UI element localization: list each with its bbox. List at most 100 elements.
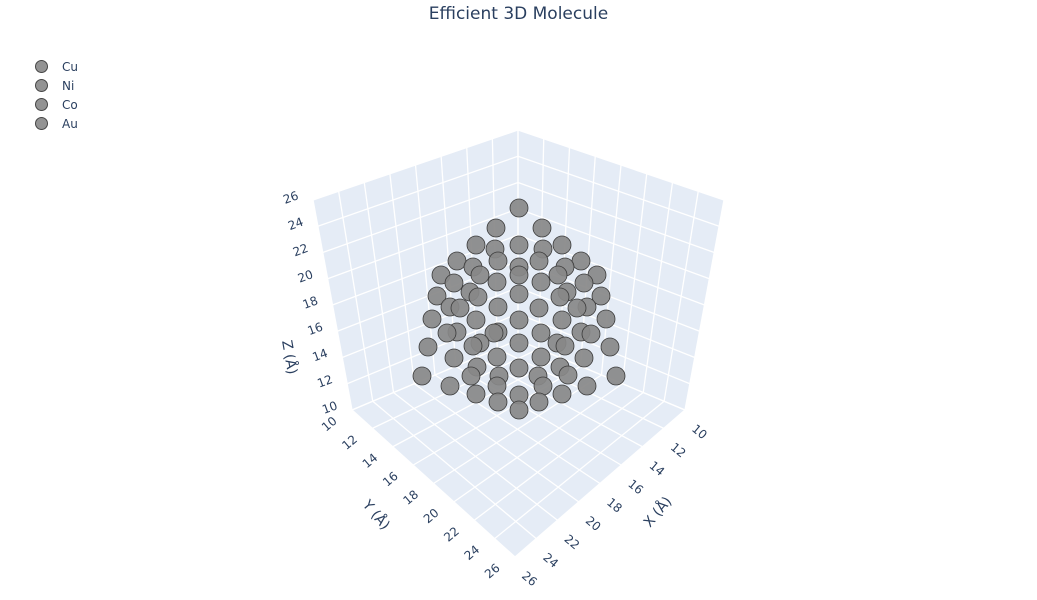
atom-marker bbox=[437, 323, 457, 343]
x-axis-title: X (Å) bbox=[640, 493, 675, 530]
y-tick-label: 14 bbox=[360, 451, 381, 472]
atom-marker bbox=[548, 265, 568, 285]
atom-marker bbox=[531, 272, 551, 292]
z-tick-label: 24 bbox=[286, 215, 305, 233]
atom-marker bbox=[418, 337, 438, 357]
y-tick-label: 16 bbox=[380, 469, 401, 490]
atom-markers bbox=[412, 198, 626, 420]
x-tick-label: 26 bbox=[519, 569, 540, 590]
atom-marker bbox=[486, 218, 506, 238]
atom-marker bbox=[444, 273, 464, 293]
atom-marker bbox=[488, 251, 508, 271]
legend-label: Cu bbox=[62, 59, 78, 74]
atom-marker bbox=[412, 366, 432, 386]
atom-marker bbox=[447, 251, 467, 271]
circle-marker-icon bbox=[35, 79, 48, 92]
atom-marker bbox=[606, 366, 626, 386]
atom-marker bbox=[552, 235, 572, 255]
y-tick-label: 18 bbox=[400, 487, 421, 508]
atom-marker bbox=[600, 337, 620, 357]
x-tick-label: 24 bbox=[540, 550, 561, 571]
z-tick-label: 20 bbox=[296, 267, 315, 285]
atom-marker bbox=[532, 218, 552, 238]
legend: Cu Ni Co Au bbox=[30, 57, 78, 133]
y-tick-label: 12 bbox=[339, 432, 360, 453]
legend-item-au[interactable]: Au bbox=[30, 114, 78, 133]
y-tick-label: 26 bbox=[482, 561, 503, 582]
atom-marker bbox=[555, 336, 575, 356]
atom-marker bbox=[571, 251, 591, 271]
circle-marker-icon bbox=[35, 117, 48, 130]
atom-marker bbox=[487, 347, 507, 367]
atom-marker bbox=[509, 265, 529, 285]
x-tick-label: 10 bbox=[689, 422, 710, 443]
z-tick-label: 12 bbox=[315, 372, 334, 390]
atom-marker bbox=[531, 323, 551, 343]
atom-marker bbox=[596, 309, 616, 329]
atom-marker bbox=[574, 273, 594, 293]
atom-marker bbox=[488, 297, 508, 317]
atom-marker bbox=[509, 400, 529, 420]
z-tick-label: 22 bbox=[291, 241, 310, 259]
z-tick-label: 18 bbox=[301, 293, 320, 311]
atom-marker bbox=[509, 310, 529, 330]
x-tick-label: 20 bbox=[583, 513, 604, 534]
atom-marker bbox=[487, 272, 507, 292]
legend-label: Co bbox=[62, 97, 78, 112]
atom-marker bbox=[509, 358, 529, 378]
y-tick-label: 10 bbox=[319, 414, 340, 435]
legend-item-cu[interactable]: Cu bbox=[30, 57, 78, 76]
atom-marker bbox=[466, 235, 486, 255]
atom-marker bbox=[591, 286, 611, 306]
atom-marker bbox=[450, 298, 470, 318]
z-tick-label: 26 bbox=[281, 188, 300, 206]
circle-marker-icon bbox=[35, 98, 48, 111]
atom-marker bbox=[488, 392, 508, 412]
atom-marker bbox=[552, 310, 572, 330]
atom-marker bbox=[574, 348, 594, 368]
legend-item-ni[interactable]: Ni bbox=[30, 76, 78, 95]
y-axis-title: Y (Å) bbox=[358, 496, 393, 533]
atom-marker bbox=[466, 310, 486, 330]
atom-marker bbox=[529, 298, 549, 318]
chart-title: Efficient 3D Molecule bbox=[428, 4, 609, 24]
y-tick-label: 24 bbox=[462, 542, 483, 563]
atom-marker bbox=[444, 348, 464, 368]
circle-marker-icon bbox=[35, 60, 48, 73]
x-tick-label: 12 bbox=[668, 440, 689, 461]
atom-marker bbox=[509, 198, 529, 218]
atom-marker bbox=[461, 366, 481, 386]
atom-marker bbox=[440, 376, 460, 396]
legend-label: Ni bbox=[62, 78, 75, 93]
atom-marker bbox=[581, 324, 601, 344]
x-tick-label: 14 bbox=[647, 458, 668, 479]
x-tick-label: 16 bbox=[625, 477, 646, 498]
atom-marker bbox=[509, 333, 529, 353]
atom-marker bbox=[533, 376, 553, 396]
atom-marker bbox=[422, 309, 442, 329]
atom-marker bbox=[466, 384, 486, 404]
z-tick-label: 10 bbox=[320, 398, 339, 416]
atom-marker bbox=[558, 365, 578, 385]
atom-marker bbox=[484, 323, 504, 343]
atom-marker bbox=[509, 235, 529, 255]
y-tick-label: 20 bbox=[421, 506, 442, 527]
atom-marker bbox=[487, 376, 507, 396]
atom-marker bbox=[509, 284, 529, 304]
x-tick-label: 22 bbox=[562, 532, 583, 553]
y-tick-label: 22 bbox=[441, 524, 462, 545]
atom-marker bbox=[468, 287, 488, 307]
atom-marker bbox=[470, 265, 490, 285]
z-tick-label: 14 bbox=[310, 346, 329, 364]
atom-marker bbox=[529, 392, 549, 412]
atom-marker bbox=[577, 376, 597, 396]
z-axis-title: Z (Å) bbox=[278, 339, 301, 376]
atom-marker bbox=[529, 251, 549, 271]
atom-marker bbox=[427, 286, 447, 306]
x-tick-label: 18 bbox=[604, 495, 625, 516]
legend-label: Au bbox=[62, 116, 78, 131]
z-tick-label: 16 bbox=[306, 320, 325, 338]
atom-marker bbox=[552, 384, 572, 404]
legend-item-co[interactable]: Co bbox=[30, 95, 78, 114]
